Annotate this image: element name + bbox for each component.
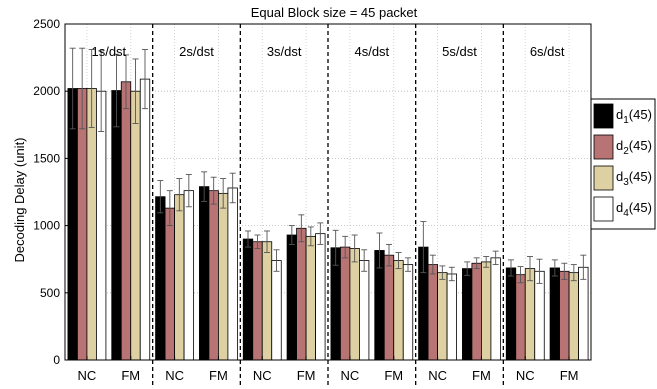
bar: [427, 264, 438, 361]
group-label: 2s/dst: [179, 44, 214, 59]
bar: [199, 186, 210, 361]
y-tick-label: 1000: [33, 219, 60, 233]
bar: [120, 81, 132, 361]
group-label: 4s/dst: [354, 44, 389, 59]
bar: [568, 272, 579, 361]
y-axis-label: Decoding Delay (unit): [12, 137, 27, 262]
bar: [383, 254, 395, 361]
y-tick-label: 500: [40, 286, 60, 300]
x-tick-label: NC: [516, 368, 535, 383]
legend-swatch: [593, 165, 614, 191]
chart-title: Equal Block size = 45 packet: [251, 5, 418, 20]
bar: [471, 262, 482, 361]
x-tick-label: FM: [560, 368, 579, 383]
bar: [139, 78, 151, 361]
y-tick-label: 1500: [33, 151, 60, 165]
bar: [393, 260, 404, 361]
bar: [559, 270, 570, 361]
y-tick-label: 2500: [33, 17, 60, 31]
group-label: 1s/dst: [91, 44, 126, 59]
bar: [481, 261, 492, 361]
bar: [111, 90, 122, 361]
bar: [208, 190, 219, 361]
x-tick-label: NC: [253, 368, 272, 383]
x-tick-label: FM: [297, 368, 316, 383]
bar: [462, 268, 473, 361]
bar: [130, 90, 141, 361]
bar: [578, 266, 589, 361]
bar: [218, 192, 229, 361]
group-label: 5s/dst: [442, 44, 477, 59]
group-label: 3s/dst: [267, 44, 302, 59]
bar: [505, 267, 517, 361]
bar: [515, 274, 526, 361]
legend-swatch: [593, 103, 614, 129]
bar: [296, 227, 307, 361]
bar: [155, 196, 166, 361]
bar: [315, 233, 326, 361]
bar: [164, 207, 175, 361]
bar: [359, 260, 370, 361]
bar: [402, 264, 414, 361]
bar: [446, 273, 457, 361]
legend-swatch: [593, 134, 614, 160]
bars: [67, 47, 589, 361]
x-tick-label: NC: [428, 368, 447, 383]
y-tick-label: 0: [53, 353, 60, 367]
bar: [305, 235, 316, 361]
bar: [549, 267, 560, 361]
x-tick-label: FM: [121, 368, 140, 383]
bar: [227, 187, 238, 361]
legend: d1(45)d2(45)d3(45)d4(45): [590, 98, 656, 230]
x-tick-label: NC: [341, 368, 360, 383]
legend-swatch: [593, 196, 614, 222]
group-label: 6s/dst: [530, 44, 565, 59]
bar: [437, 272, 448, 361]
bar: [490, 257, 501, 361]
bar: [174, 194, 185, 361]
bar: [286, 234, 297, 361]
x-tick-label: NC: [78, 368, 97, 383]
x-tick-label: FM: [384, 368, 403, 383]
bar: [340, 246, 351, 361]
bar: [183, 190, 194, 361]
x-tick-label: FM: [472, 368, 491, 383]
y-tick-label: 2000: [33, 84, 60, 98]
bar: [242, 238, 254, 361]
axes: 0 500 1000 1500 2000 2500 NC FM NC FM NC FM NC FM NC FM…: [33, 17, 578, 383]
bar: [271, 260, 282, 361]
bar: [534, 270, 545, 361]
bar: [524, 268, 536, 361]
bar: [86, 88, 97, 361]
bar: [349, 248, 360, 361]
x-tick-label: FM: [209, 368, 228, 383]
bar: [252, 241, 263, 361]
bar: [261, 241, 273, 361]
x-tick-label: NC: [165, 368, 184, 383]
